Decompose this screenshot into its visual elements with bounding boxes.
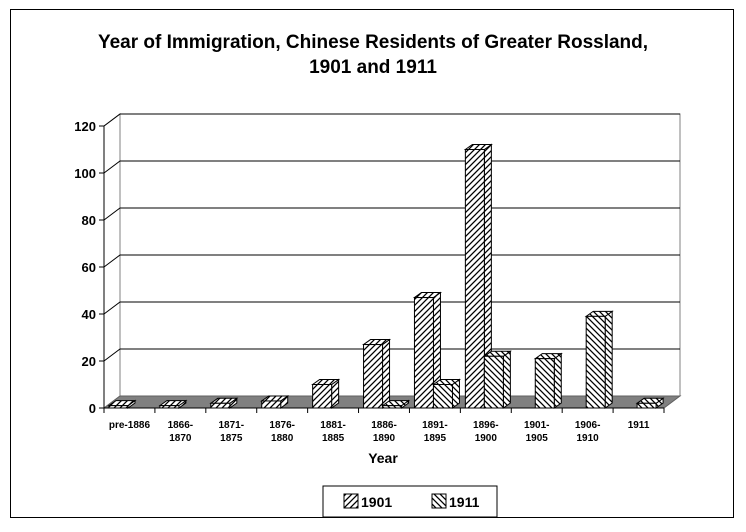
legend-swatch-1901 (343, 493, 359, 509)
bar-1911-8 (533, 352, 563, 409)
x-tick-label: 1901-1905 (524, 420, 550, 444)
bar-1901-6 (412, 291, 443, 409)
legend-label-1911: 1911 (449, 494, 480, 510)
legend-swatch-1911 (431, 493, 447, 509)
x-tick-label: 1911 (628, 420, 650, 431)
x-tick-label: 1906-1910 (575, 420, 601, 444)
bar-1901-4 (311, 378, 341, 409)
y-tick-label: 20 (82, 354, 96, 369)
bar-1901-2 (209, 397, 239, 409)
bar-1901-5 (361, 338, 392, 409)
y-tick-label: 120 (74, 119, 96, 134)
y-tick-label: 80 (82, 213, 96, 228)
y-tick-label: 40 (82, 307, 96, 322)
x-category-labels: pre-1886 1866-1870 1871-1875 1876-1880 1881-… (109, 420, 650, 444)
gridline (103, 113, 680, 127)
x-tick-label: 1876-1880 (269, 420, 295, 444)
gridline (103, 160, 680, 174)
bar-1911-10 (635, 397, 665, 409)
gridline (103, 348, 680, 362)
gridlines (103, 113, 680, 362)
legend: 1901 1911 (322, 485, 498, 518)
chart-title-line-2: 1901 and 1911 (309, 57, 437, 78)
gridline (103, 254, 680, 268)
x-axis-label: Year (368, 450, 398, 466)
y-tick-label: 0 (89, 401, 96, 416)
x-tick-label: pre-1886 (109, 420, 151, 431)
gridline (103, 301, 680, 315)
bar-1901-0 (107, 399, 137, 409)
bar-1911-6 (431, 378, 462, 409)
bar-1911-7 (482, 350, 512, 409)
bar-1911-9 (584, 310, 614, 409)
x-tick-label: 1891-1895 (422, 420, 448, 444)
x-tick-label: 1886-1890 (371, 420, 397, 444)
bar-1901-1 (158, 399, 188, 409)
chart-title: Year of Immigration, Chinese Residents o… (0, 30, 746, 80)
bar-1911-5 (380, 399, 411, 409)
y-tick-label: 60 (82, 260, 96, 275)
y-tick-labels: 0 20 40 60 80 100 120 (74, 119, 96, 416)
x-tick-label: 1896-1900 (473, 420, 499, 444)
bar-1901-3 (260, 394, 290, 409)
gridline (103, 207, 680, 221)
y-tick-label: 100 (74, 166, 96, 181)
x-tick-label: 1871-1875 (218, 420, 244, 444)
chart-title-line-1: Year of Immigration, Chinese Residents o… (97, 32, 649, 53)
bars (107, 143, 665, 409)
x-tick-label: 1866-1870 (168, 420, 194, 444)
legend-label-1901: 1901 (361, 494, 392, 510)
x-tick-label: 1881-1885 (320, 420, 346, 444)
